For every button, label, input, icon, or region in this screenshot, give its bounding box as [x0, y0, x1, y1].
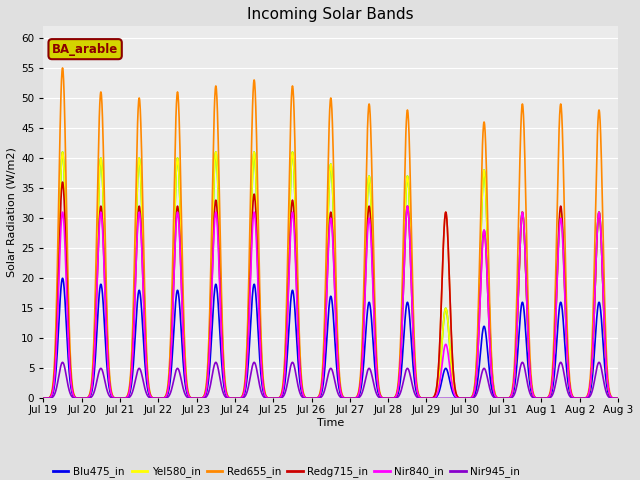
X-axis label: Time: Time [317, 418, 344, 428]
Title: Incoming Solar Bands: Incoming Solar Bands [247, 7, 414, 22]
Y-axis label: Solar Radiation (W/m2): Solar Radiation (W/m2) [7, 147, 17, 277]
Legend: Blu475_in, Gm535_in, Yel580_in, Red655_in, Redg715_in, Nir840_in, Nir945_in: Blu475_in, Gm535_in, Yel580_in, Red655_i… [49, 462, 524, 480]
Text: BA_arable: BA_arable [52, 43, 118, 56]
